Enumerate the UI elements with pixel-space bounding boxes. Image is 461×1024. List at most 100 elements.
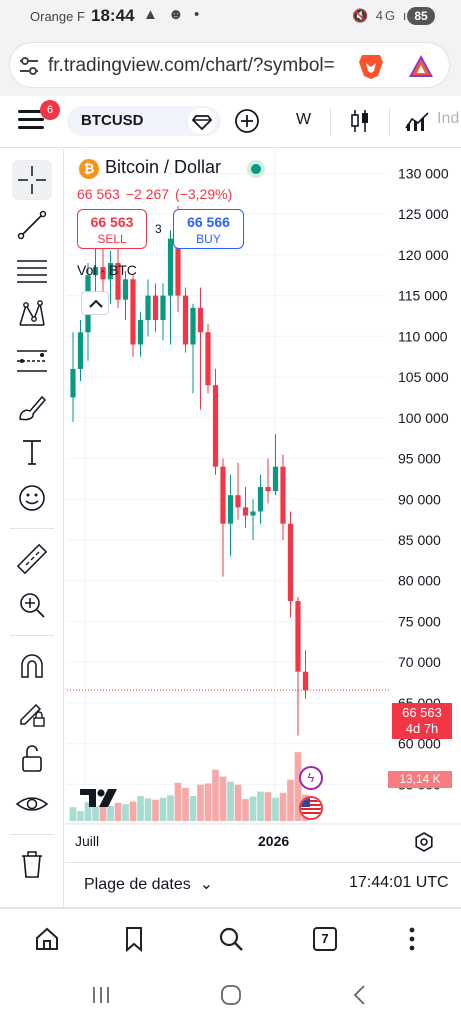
lock-drawing-icon[interactable] bbox=[12, 692, 52, 732]
home-icon[interactable] bbox=[33, 925, 61, 953]
unlock-icon[interactable] bbox=[12, 738, 52, 778]
back-icon[interactable] bbox=[348, 983, 372, 1007]
volume-bar bbox=[92, 806, 99, 821]
signal-icons: 🔇 4G ıll bbox=[352, 8, 419, 23]
ruler-icon[interactable] bbox=[12, 539, 52, 579]
brush-icon[interactable] bbox=[12, 387, 52, 427]
volume-bar bbox=[137, 795, 144, 821]
chart-area[interactable]: 130 000 125 000 120 000 115 000 110 000 105 0… bbox=[65, 149, 461, 861]
menu-icon[interactable] bbox=[18, 110, 44, 132]
candle-body bbox=[235, 495, 241, 508]
collapse-legend-button[interactable] bbox=[81, 291, 109, 315]
date-range-button[interactable]: Plage de dates ⌄ bbox=[84, 876, 214, 893]
candle-body bbox=[197, 307, 204, 333]
candle-body bbox=[295, 601, 301, 672]
volume-bar bbox=[182, 787, 189, 821]
volume-bar bbox=[69, 807, 77, 821]
symbol-label[interactable]: BTCUSD bbox=[81, 112, 144, 129]
candle-body bbox=[92, 267, 99, 276]
trend-line-icon[interactable] bbox=[12, 205, 52, 245]
candle-body bbox=[100, 267, 106, 280]
url-text[interactable]: fr.tradingview.com/chart/?symbol= bbox=[48, 55, 335, 76]
indicators-label[interactable]: Ind bbox=[437, 110, 460, 127]
candles-icon[interactable] bbox=[349, 108, 371, 134]
volume-bar bbox=[287, 779, 294, 821]
volume-bar bbox=[279, 792, 287, 821]
volume-bar bbox=[189, 795, 197, 821]
tradingview-logo bbox=[80, 789, 117, 807]
add-symbol-icon[interactable] bbox=[234, 108, 260, 134]
price-axis-label: 120 000 bbox=[398, 247, 449, 263]
timezone-clock[interactable]: 17:44:01 UTC bbox=[349, 874, 449, 891]
sell-price[interactable]: 66 563 bbox=[90, 214, 134, 230]
tune-icon[interactable] bbox=[18, 55, 40, 77]
candle-body bbox=[302, 671, 309, 691]
brave-lion-icon[interactable] bbox=[358, 52, 384, 80]
us-flag-event-icon[interactable] bbox=[299, 796, 323, 820]
volume-bar bbox=[167, 795, 174, 821]
pattern-icon[interactable] bbox=[12, 295, 52, 335]
time-label: Juill bbox=[75, 833, 100, 849]
volume-bar bbox=[212, 769, 219, 821]
symbol-name[interactable]: Bitcoin / Dollar bbox=[105, 157, 222, 177]
price-axis-label: 105 000 bbox=[398, 369, 449, 385]
price-axis-label: 125 000 bbox=[398, 206, 449, 222]
tabs-button[interactable]: 7 bbox=[313, 927, 337, 951]
candle-body bbox=[182, 295, 189, 345]
tool-divider bbox=[10, 635, 54, 636]
current-price-value: 66 563 bbox=[402, 705, 442, 720]
diamond-icon[interactable] bbox=[188, 108, 216, 134]
last-price: 66 563 bbox=[77, 186, 120, 202]
volume-bar bbox=[152, 799, 159, 821]
indicators-icon[interactable] bbox=[404, 110, 430, 132]
volume-bar bbox=[122, 804, 129, 821]
more-options-icon[interactable] bbox=[398, 925, 426, 953]
bitcoin-icon: ₿ bbox=[79, 159, 99, 179]
price-axis-label: 90 000 bbox=[398, 491, 441, 507]
volume-bar bbox=[114, 802, 122, 821]
carrier-name: Orange F bbox=[30, 9, 85, 24]
buy-label[interactable]: BUY bbox=[196, 232, 221, 246]
magnet-icon[interactable] bbox=[12, 647, 52, 687]
buy-button[interactable]: 66 566 BUY bbox=[173, 209, 244, 249]
zoom-icon[interactable] bbox=[12, 585, 52, 625]
fib-retracement-icon[interactable] bbox=[12, 251, 52, 291]
emoji-icon[interactable] bbox=[12, 478, 52, 518]
chart-toolbar: 6 BTCUSD W Ind bbox=[0, 96, 461, 148]
candle-body bbox=[145, 295, 151, 321]
url-bar[interactable]: fr.tradingview.com/chart/?symbol= bbox=[9, 42, 450, 88]
bookmark-icon[interactable] bbox=[120, 925, 148, 953]
volume-bar bbox=[159, 797, 167, 821]
toolbar-divider bbox=[389, 108, 390, 136]
text-icon[interactable] bbox=[12, 432, 52, 472]
candle-body bbox=[122, 279, 129, 300]
toolbar-divider bbox=[330, 108, 331, 136]
flash-event-icon[interactable]: ϟ bbox=[299, 766, 323, 790]
market-status-icon[interactable] bbox=[247, 160, 265, 178]
forecast-icon[interactable] bbox=[12, 341, 52, 381]
interval-button[interactable]: W bbox=[296, 111, 312, 128]
volume-bar bbox=[257, 791, 264, 821]
brave-rewards-icon[interactable] bbox=[408, 53, 434, 79]
hide-drawings-icon[interactable] bbox=[12, 784, 52, 824]
volume-bar bbox=[144, 798, 152, 821]
price-chart[interactable]: 130 000 125 000 120 000 115 000 110 000 105 0… bbox=[65, 149, 461, 861]
buy-price[interactable]: 66 566 bbox=[187, 214, 230, 230]
candle-body bbox=[220, 466, 226, 524]
home-button-icon[interactable] bbox=[219, 983, 243, 1007]
volume-label[interactable]: Vol · BTC bbox=[77, 262, 137, 278]
sell-label[interactable]: SELL bbox=[97, 232, 127, 246]
trash-icon[interactable] bbox=[12, 844, 52, 884]
price-axis-label: 70 000 bbox=[398, 654, 441, 670]
search-icon[interactable] bbox=[217, 925, 245, 953]
settings-icon[interactable] bbox=[413, 831, 435, 853]
price-axis-label: 85 000 bbox=[398, 532, 441, 548]
symbol-search[interactable]: BTCUSD bbox=[67, 106, 221, 136]
sell-button[interactable]: 66 563 SELL bbox=[77, 209, 147, 249]
time-label: 2026 bbox=[258, 833, 290, 849]
recent-apps-icon[interactable] bbox=[89, 983, 113, 1007]
price-axis-label: 115 000 bbox=[398, 288, 448, 304]
crosshair-icon[interactable] bbox=[12, 160, 52, 200]
browser-bar: fr.tradingview.com/chart/?symbol= bbox=[0, 34, 461, 96]
volume-bar bbox=[294, 752, 302, 821]
